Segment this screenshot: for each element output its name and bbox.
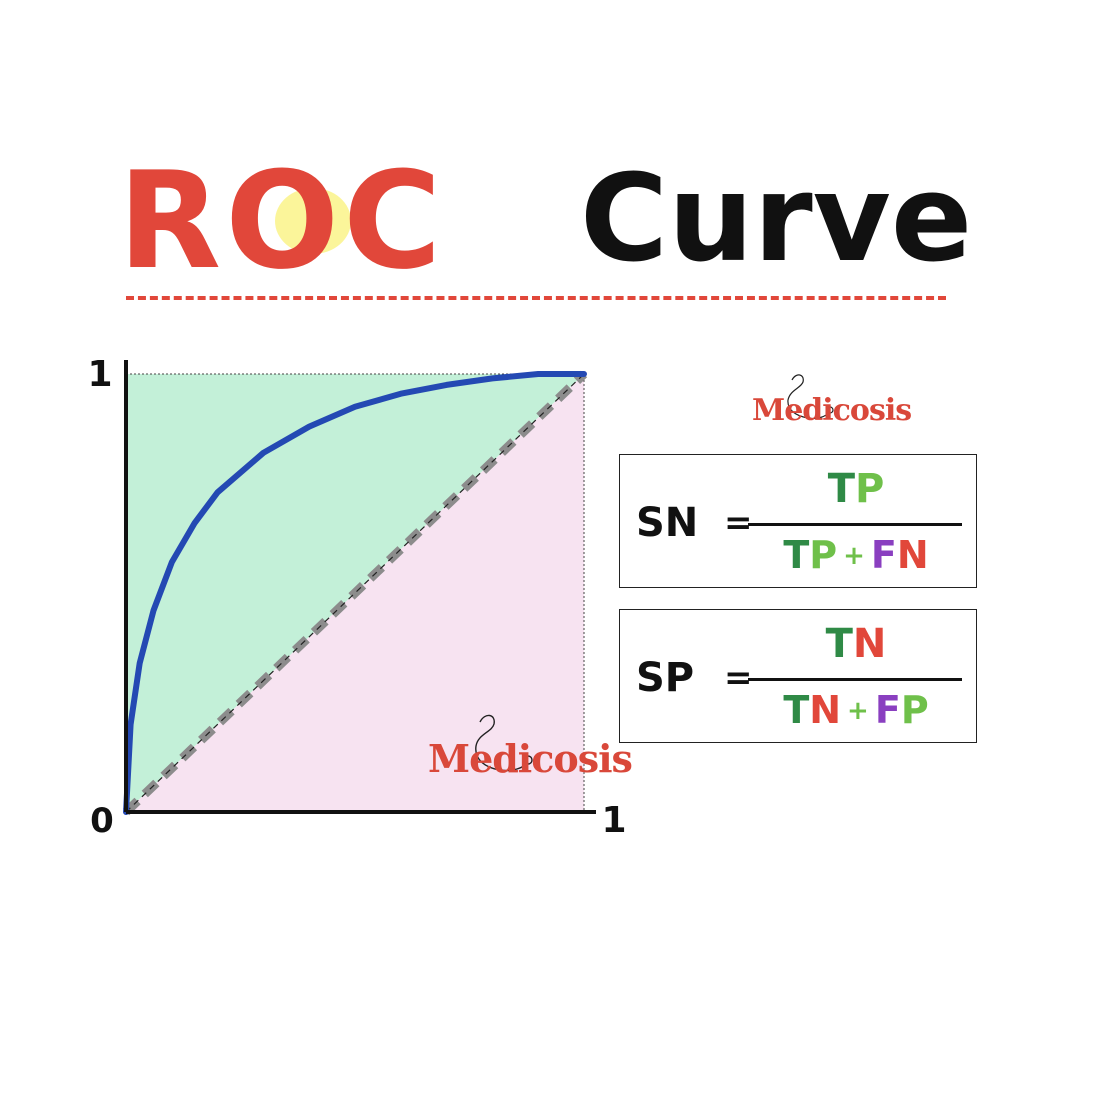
- specificity-formula-box: SP = TN TN + FP: [619, 609, 977, 743]
- plus-sign: +: [843, 541, 865, 571]
- chance-diagonal-thin-line: [125, 373, 585, 813]
- title-roc: ROC: [118, 143, 446, 299]
- formula-letter: T: [783, 533, 810, 577]
- formula-letter: T: [825, 621, 853, 667]
- formula-numerator: TP: [750, 467, 962, 511]
- fraction-bar: [748, 523, 962, 526]
- formula-letter: P: [809, 533, 838, 577]
- formula-letter: P: [854, 466, 885, 512]
- formula-letter: F: [870, 533, 897, 577]
- formula-lhs: SN: [636, 500, 699, 546]
- formula-letter: N: [852, 621, 887, 667]
- formula-denominator: TP + FN: [750, 533, 962, 578]
- logo-text-formulas: Medicosis: [752, 393, 912, 428]
- formula-letter: P: [900, 688, 929, 732]
- formula-numerator: TN: [750, 622, 962, 666]
- formula-letter: N: [809, 688, 842, 732]
- formula-letter: T: [783, 688, 810, 732]
- roc-curve-line: [123, 371, 587, 815]
- logo-text-chart: Medicosis: [428, 736, 633, 781]
- formula-denominator: TN + FP: [750, 688, 962, 733]
- equals-sign: =: [724, 503, 753, 543]
- formula-letter: T: [827, 466, 855, 512]
- sensitivity-formula-box: SN = TP TP + FN: [619, 454, 977, 588]
- formula-letter: N: [896, 533, 929, 577]
- roc-chart: 1 0 1: [87, 354, 626, 841]
- stethoscope-icon: [475, 714, 533, 772]
- title-curve: Curve: [580, 150, 973, 289]
- formula-letter: F: [874, 688, 901, 732]
- page-title: ROC Curve: [110, 140, 973, 299]
- y-tick-label: 1: [87, 354, 112, 395]
- formula-lhs: SP: [636, 655, 695, 701]
- title-underline: [126, 296, 946, 300]
- x-tick-label-end: 1: [601, 800, 626, 841]
- x-tick-label-origin: 0: [90, 801, 114, 841]
- fraction-bar: [748, 678, 962, 681]
- plus-sign: +: [847, 696, 869, 726]
- equals-sign: =: [724, 658, 753, 698]
- stethoscope-icon: [787, 374, 834, 420]
